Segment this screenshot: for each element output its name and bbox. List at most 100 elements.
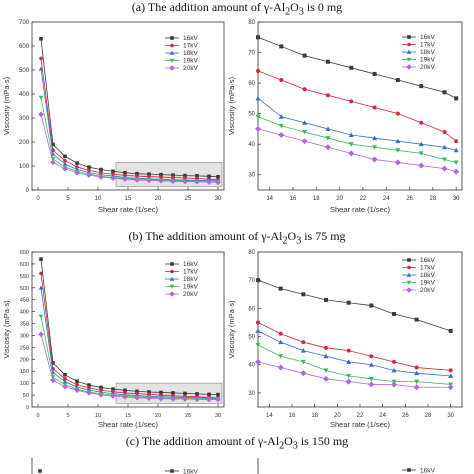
y-tick-label: 500 [20,286,29,292]
data-point [86,172,92,178]
data-point [38,111,44,118]
x-tick-label: 30 [453,196,460,202]
data-point [147,172,151,176]
x-tick-label: 25 [185,196,192,202]
data-point [324,297,328,302]
data-point [302,120,308,125]
data-point [302,87,307,92]
series-line [257,116,457,163]
legend-label: 17kV [420,42,435,49]
legend-marker [169,284,175,289]
data-point [278,339,284,345]
data-point [448,328,453,333]
data-point [62,166,68,172]
data-point-partial [38,469,42,473]
series-17kV [256,68,459,144]
series-line [40,38,219,178]
series-line [40,287,219,399]
data-point [392,359,396,364]
data-point [419,120,424,125]
data-point [394,159,401,166]
series-line [257,344,451,385]
series-line [40,259,219,395]
legend-marker [407,468,411,472]
data-point [39,37,43,41]
y-tick-label: 40 [248,142,255,148]
legend-marker [406,57,412,62]
data-point [123,388,127,393]
data-point [300,370,307,377]
legend-marker [169,291,175,297]
data-point [448,373,454,378]
data-point [194,396,200,403]
data-point [278,114,284,119]
y-tick-label: 40 [248,363,255,369]
data-point [146,177,152,184]
series-20kV [38,111,221,186]
y-axis-label: Viscosity (mPa·s) [2,300,11,359]
data-point [216,175,220,179]
data-point [195,174,199,178]
data-point [39,271,43,276]
data-point [256,68,260,73]
data-point [256,35,260,40]
data-point [324,144,331,151]
data-point [215,179,221,186]
data-point [38,331,44,338]
legend-marker [407,42,411,47]
data-point [170,396,176,402]
data-point [395,78,400,83]
data-point [86,390,92,396]
data-point [325,59,330,64]
data-point [395,148,401,153]
y-tick-label: 500 [19,68,30,74]
data-point [159,175,163,179]
y-tick-label: 150 [20,369,29,375]
data-point [207,392,211,397]
series-19kV [255,343,454,387]
data-point [453,160,459,166]
x-tick-label: 14 [266,196,273,202]
y-axis-label: Viscosity (mPa·s) [227,76,236,135]
data-point [135,174,139,178]
data-point [75,382,79,387]
x-tick-label: 10 [95,413,101,419]
data-point [419,84,424,89]
data-point [135,171,139,176]
y-tick-label: 450 [20,298,29,304]
x-tick-label: 30 [447,413,454,419]
x-tick-label: 20 [334,413,341,419]
data-point [325,126,331,131]
data-point [74,169,80,176]
chart-c-full-partial: 16kV [31,458,198,474]
data-point [75,161,79,165]
data-point [346,359,352,364]
legend-marker [170,36,174,40]
data-point [325,93,330,98]
data-point [38,285,44,290]
data-point [454,96,459,101]
data-point [442,144,448,150]
legend-label: 18kV [420,49,435,56]
data-point [395,111,400,116]
x-tick-label: 10 [95,196,102,202]
data-point [442,129,447,134]
x-axis-label: Shear rate (1/sec) [98,420,159,429]
x-tick-label: 24 [383,196,390,202]
data-point [448,368,453,373]
data-point [442,90,447,95]
data-point [256,278,260,283]
y-tick-label: 300 [19,116,30,122]
legend-label: 17kV [420,265,435,272]
y-tick-label: 70 [248,278,255,284]
y-tick-label: 250 [20,345,29,351]
data-point [183,391,187,396]
data-point [372,71,377,76]
data-point [447,384,454,391]
y-tick-label: 650 [20,250,29,256]
data-point [453,168,460,175]
legend-label: 16kV [183,261,198,268]
data-point [206,179,212,185]
data-point [111,387,115,391]
data-point [99,167,103,172]
